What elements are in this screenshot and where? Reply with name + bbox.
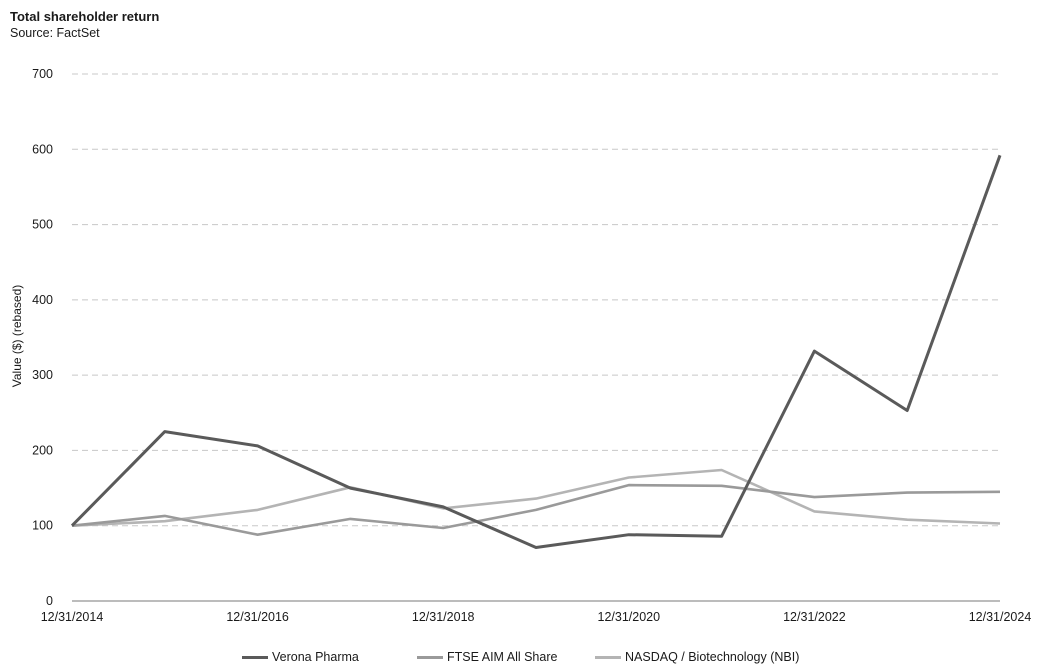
axes: 0 100 200 300 400 500 600 700 12/31/2014 12/31/20…	[32, 67, 1031, 624]
y-tick-label: 600	[32, 142, 53, 156]
y-tick-label: 700	[32, 67, 53, 81]
legend-label: Verona Pharma	[272, 650, 359, 664]
x-tick-label: 12/31/2024	[969, 610, 1032, 624]
y-tick-label: 400	[32, 293, 53, 307]
x-tick-label: 12/31/2014	[41, 610, 104, 624]
y-axis-label: Value ($) (rebased)	[10, 285, 24, 388]
y-tick-label: 500	[32, 218, 53, 232]
legend-item: Verona Pharma	[242, 650, 359, 664]
series-line-3	[71, 468, 1001, 527]
x-tick-label: 12/31/2018	[412, 610, 475, 624]
y-tick-label: 100	[32, 519, 53, 533]
y-tick-label: 0	[46, 594, 53, 608]
chart-title: Total shareholder return	[10, 9, 160, 24]
series-line-1	[70, 154, 1002, 549]
gridlines	[72, 73, 1000, 527]
legend-swatch	[242, 655, 268, 659]
legend-item: FTSE AIM All Share	[417, 650, 557, 664]
x-tick-label: 12/31/2020	[598, 610, 661, 624]
legend-label: NASDAQ / Biotechnology (NBI)	[625, 650, 800, 664]
legend-swatch	[595, 655, 621, 659]
y-tick-label: 300	[32, 368, 53, 382]
chart-subtitle: Source: FactSet	[10, 26, 100, 40]
series-lines	[70, 154, 1002, 549]
series-line-2	[71, 483, 1001, 537]
x-tick-label: 12/31/2022	[783, 610, 846, 624]
x-tick-label: 12/31/2016	[226, 610, 289, 624]
legend-label: FTSE AIM All Share	[447, 650, 558, 664]
legend-swatch	[417, 655, 443, 659]
legend-item: NASDAQ / Biotechnology (NBI)	[595, 650, 799, 664]
y-tick-label: 200	[32, 443, 53, 457]
